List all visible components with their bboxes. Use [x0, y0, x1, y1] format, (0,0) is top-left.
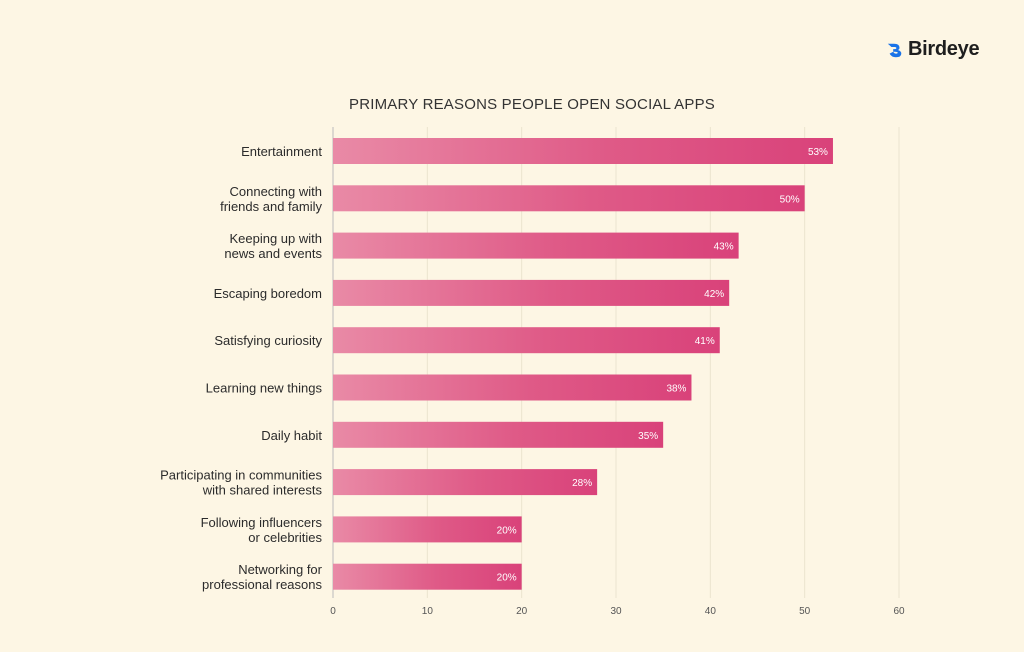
x-tick-label: 20 [516, 606, 528, 617]
bar-group: 42% [333, 279, 730, 306]
bar-group: 41% [333, 327, 720, 354]
bar [333, 185, 805, 212]
bar-group: 20% [333, 563, 522, 590]
x-tick-label: 10 [422, 606, 434, 617]
bar-value-label: 20% [497, 573, 517, 584]
bar-group: 50% [333, 185, 805, 212]
bar [333, 563, 522, 590]
bar-value-label: 28% [572, 478, 592, 489]
bar-group: 43% [333, 232, 739, 259]
birdeye-logo: Birdeye [886, 38, 980, 61]
bar [333, 516, 522, 543]
x-tick-label: 40 [705, 606, 717, 617]
category-label: Connecting with friends and family [220, 184, 322, 214]
bar-group: 35% [333, 421, 664, 448]
bar-group: 38% [333, 374, 692, 401]
category-label: Participating in communities with shared … [160, 468, 322, 498]
bar-value-label: 53% [808, 147, 828, 158]
bar [333, 469, 598, 496]
bar-value-label: 42% [704, 289, 724, 300]
bar [333, 232, 739, 259]
bar [333, 421, 664, 448]
bar-value-label: 35% [638, 431, 658, 442]
bar [333, 327, 720, 354]
brand-name: Birdeye [908, 38, 980, 60]
bar [333, 138, 833, 164]
x-tick-label: 50 [799, 606, 811, 617]
bar-group: 20% [333, 516, 522, 543]
bar-group: 28% [333, 469, 598, 496]
chart-title: PRIMARY REASONS PEOPLE OPEN SOCIAL APPS [349, 96, 715, 113]
bar-value-label: 38% [666, 384, 686, 395]
category-label: Learning new things [206, 381, 323, 396]
birdeye-bird-icon [887, 43, 902, 57]
x-tick-label: 60 [893, 606, 905, 617]
category-label: Entertainment [241, 144, 322, 159]
category-label: Daily habit [261, 428, 322, 443]
bar-group: 53% [333, 138, 833, 164]
bar-value-label: 20% [497, 525, 517, 536]
category-label: Satisfying curiosity [214, 333, 322, 348]
category-label: Keeping up with news and events [224, 231, 322, 261]
x-tick-label: 0 [330, 606, 336, 617]
x-tick-label: 30 [610, 606, 622, 617]
bar-value-label: 50% [780, 194, 800, 205]
category-label: Escaping boredom [214, 286, 322, 301]
bar [333, 374, 692, 401]
bar [333, 279, 730, 306]
bar-value-label: 43% [714, 242, 734, 253]
category-label: Networking for professional reasons [202, 562, 323, 592]
category-label: Following influencers or celebrities [201, 515, 323, 545]
bar-value-label: 41% [695, 336, 715, 347]
